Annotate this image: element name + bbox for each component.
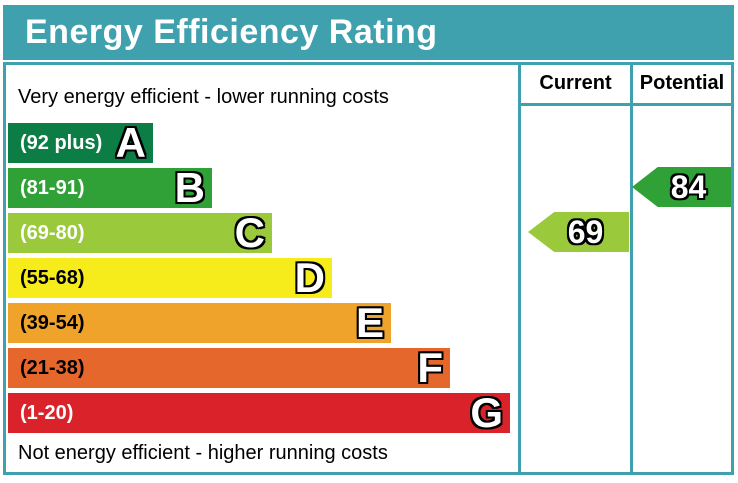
band-d: (55-68) D (8, 254, 332, 301)
band-e-letter: E (355, 299, 384, 346)
potential-rating-value: 84 (670, 168, 707, 205)
band-f-range: (21-38) (20, 356, 85, 379)
band-b: (81-91) B (8, 164, 212, 211)
current-rating-value: 69 (567, 213, 604, 250)
chart-area: Very energy efficient - lower running co… (3, 62, 734, 475)
band-d-range: (55-68) (20, 266, 85, 289)
band-e: (39-54) E (8, 299, 391, 346)
rating-scale: (92 plus) A (81-91) B (69-80) C (55-68) … (8, 119, 516, 438)
band-a-letter: A (115, 119, 146, 166)
band-e-range: (39-54) (20, 311, 85, 334)
band-b-range: (81-91) (20, 176, 85, 199)
divider-left-panel-current (518, 65, 521, 472)
top-note: Very energy efficient - lower running co… (18, 86, 389, 108)
band-d-letter: D (294, 254, 325, 301)
potential-rating-arrow: 84 (632, 167, 731, 207)
header-underline (518, 103, 731, 106)
band-a-range: (92 plus) (20, 131, 103, 154)
current-rating-arrow: 69 (528, 212, 629, 252)
band-f: (21-38) F (8, 344, 450, 391)
band-g-letter: G (470, 389, 503, 436)
band-g-range: (1-20) (20, 401, 74, 424)
divider-current-potential (630, 65, 633, 472)
band-b-letter: B (174, 164, 205, 211)
bottom-note: Not energy efficient - higher running co… (18, 442, 388, 464)
band-f-letter: F (417, 344, 443, 391)
band-c-range: (69-80) (20, 221, 85, 244)
current-column-header: Current (539, 72, 612, 94)
band-a: (92 plus) A (8, 119, 153, 166)
band-g: (1-20) G (8, 389, 510, 436)
chart-title: Energy Efficiency Rating (25, 13, 438, 51)
band-c: (69-80) C (8, 209, 272, 256)
potential-column-header: Potential (639, 72, 725, 94)
chart-title-bar: Energy Efficiency Rating (3, 5, 734, 60)
band-c-letter: C (234, 209, 265, 256)
